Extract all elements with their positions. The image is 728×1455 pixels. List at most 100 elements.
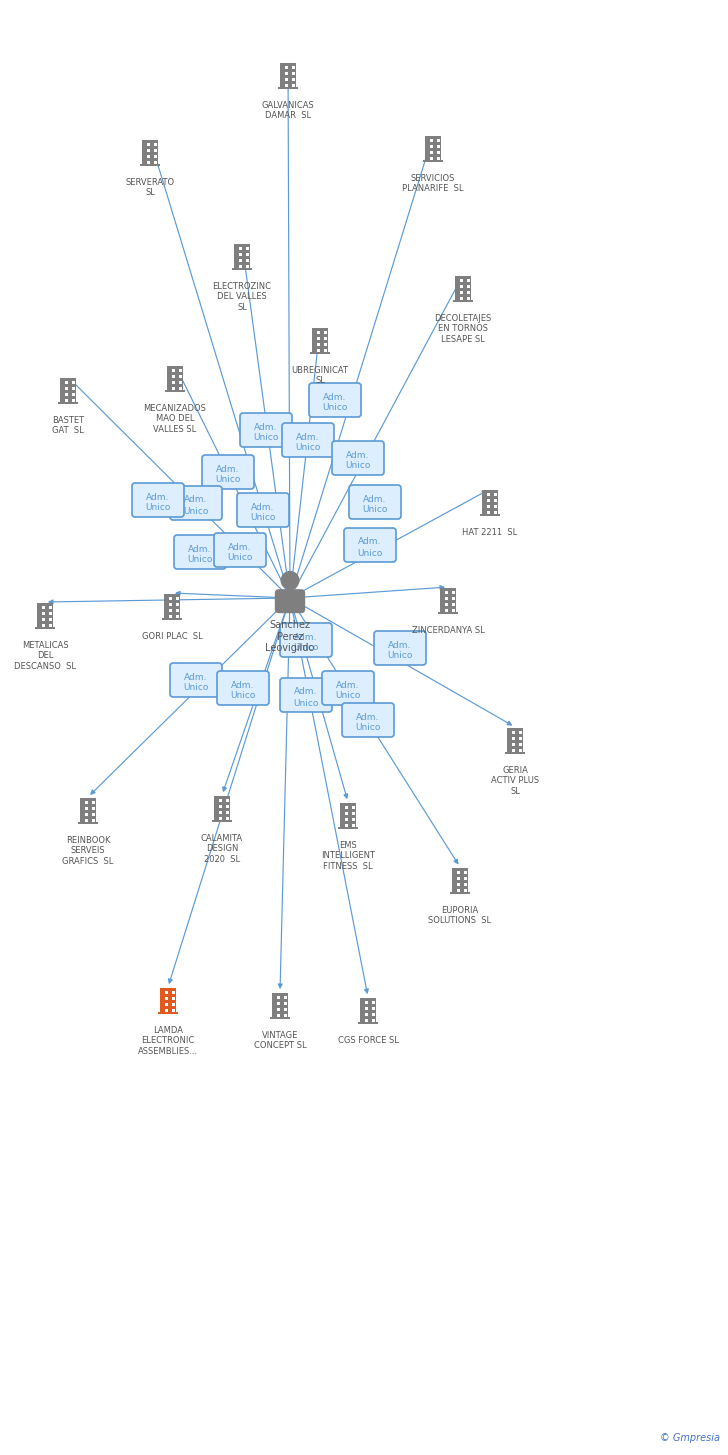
Text: Unico: Unico	[357, 549, 383, 557]
Text: Unico: Unico	[230, 691, 256, 700]
Bar	[445, 591, 448, 594]
Bar	[486, 493, 490, 496]
Bar	[456, 877, 459, 880]
Bar	[146, 143, 150, 146]
Bar	[160, 988, 175, 1013]
Text: EMS
INTELLIGENT
FITNESS  SL: EMS INTELLIGENT FITNESS SL	[321, 841, 375, 870]
Bar	[179, 381, 182, 384]
Text: BASTET
GAT  SL: BASTET GAT SL	[52, 416, 84, 435]
Text: LAMDA
ELECTRONIC
ASSEMBLIES...: LAMDA ELECTRONIC ASSEMBLIES...	[138, 1026, 198, 1056]
Bar	[284, 1008, 288, 1011]
Text: Adm.: Adm.	[184, 672, 207, 681]
Bar	[453, 300, 473, 303]
Bar	[372, 1007, 376, 1010]
Bar	[50, 624, 52, 627]
Text: Unico: Unico	[293, 698, 319, 707]
Bar	[285, 79, 288, 80]
Bar	[456, 872, 459, 873]
Bar	[239, 265, 242, 268]
Bar	[317, 349, 320, 352]
Bar	[452, 867, 467, 892]
Bar	[445, 597, 448, 599]
Bar	[92, 819, 95, 822]
Bar	[179, 375, 182, 378]
Bar	[372, 1001, 376, 1004]
Bar	[344, 812, 347, 815]
Text: Unico: Unico	[323, 403, 348, 413]
Text: SERVICIOS
PLANARIFE  SL: SERVICIOS PLANARIFE SL	[403, 175, 464, 194]
Bar	[65, 381, 68, 384]
Bar	[65, 393, 68, 396]
Bar	[58, 402, 78, 404]
Bar	[72, 393, 75, 396]
Bar	[317, 330, 320, 333]
Bar	[179, 370, 182, 371]
Text: Adm.: Adm.	[363, 495, 387, 503]
Text: EUPORIA
SOLUTIONS  SL: EUPORIA SOLUTIONS SL	[429, 906, 491, 925]
Bar	[84, 819, 87, 822]
Bar	[519, 738, 522, 739]
Bar	[452, 591, 455, 594]
Bar	[445, 610, 448, 611]
Text: Adm.: Adm.	[296, 432, 320, 441]
Bar	[455, 276, 471, 300]
Bar	[430, 138, 432, 141]
Text: CGS FORCE SL: CGS FORCE SL	[338, 1036, 398, 1045]
Bar	[423, 160, 443, 162]
Bar	[84, 800, 87, 803]
Text: Sanchez
Perez
Leovigildo: Sanchez Perez Leovigildo	[265, 620, 314, 653]
Bar	[172, 387, 175, 390]
Bar	[173, 997, 175, 1000]
Bar	[438, 138, 440, 141]
FancyBboxPatch shape	[282, 423, 334, 457]
Text: Unico: Unico	[345, 461, 371, 470]
Text: Adm.: Adm.	[347, 451, 370, 460]
Bar	[35, 627, 55, 629]
Bar	[176, 597, 179, 599]
Bar	[440, 588, 456, 613]
Bar	[173, 1002, 175, 1005]
FancyBboxPatch shape	[170, 486, 222, 519]
Bar	[277, 1014, 280, 1017]
Bar	[365, 1013, 368, 1016]
Text: Unico: Unico	[336, 691, 360, 700]
Bar	[317, 343, 320, 346]
Bar	[146, 148, 150, 151]
Bar	[176, 602, 179, 605]
Bar	[142, 140, 158, 164]
Bar	[483, 490, 498, 514]
Bar	[459, 279, 462, 282]
Bar	[272, 992, 288, 1017]
Bar	[467, 297, 470, 300]
Text: Adm.: Adm.	[388, 640, 412, 649]
Bar	[494, 511, 497, 514]
Bar	[50, 618, 52, 621]
Bar	[169, 602, 172, 605]
Bar	[154, 156, 157, 157]
Text: Unico: Unico	[253, 434, 279, 442]
Bar	[312, 327, 328, 352]
Bar	[519, 730, 522, 733]
Bar	[340, 803, 356, 826]
FancyBboxPatch shape	[342, 703, 394, 738]
Bar	[165, 1002, 167, 1005]
Bar	[459, 297, 462, 300]
Text: Adm.: Adm.	[336, 681, 360, 690]
Bar	[246, 259, 249, 262]
Bar	[445, 602, 448, 605]
Bar	[239, 253, 242, 256]
Bar	[246, 265, 249, 268]
Bar	[494, 505, 497, 508]
Bar	[285, 71, 288, 74]
Bar	[92, 808, 95, 809]
Bar	[72, 387, 75, 390]
Bar	[360, 998, 376, 1021]
Bar	[165, 1010, 167, 1011]
Bar	[172, 375, 175, 378]
Bar	[430, 146, 432, 147]
Bar	[480, 514, 500, 517]
Bar	[284, 995, 288, 998]
FancyBboxPatch shape	[132, 483, 184, 517]
Bar	[84, 808, 87, 809]
Bar	[154, 162, 157, 164]
